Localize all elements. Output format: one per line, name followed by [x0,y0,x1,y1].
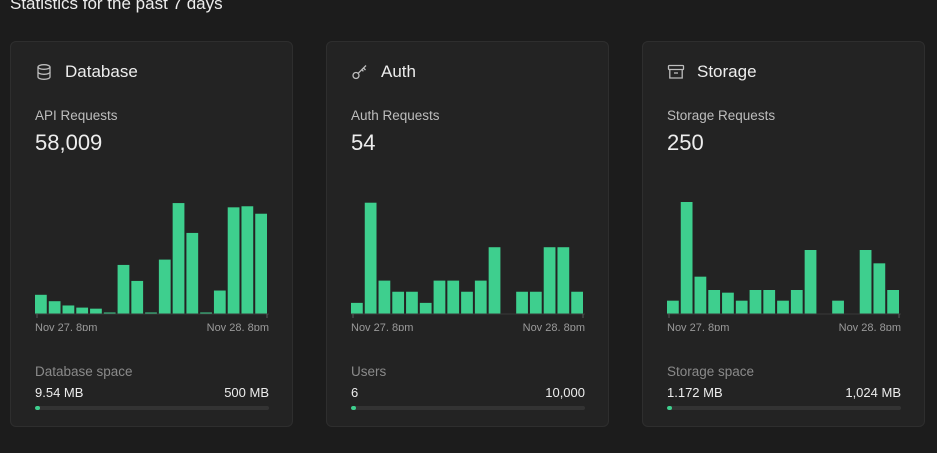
metric-label: Storage Requests [667,108,776,123]
chart-bar[interactable] [461,291,473,314]
usage-values: 9.54 MB 500 MB [35,385,269,400]
auth-card[interactable]: Auth Auth Requests 54 Nov 27, 8pm Nov 28… [326,41,609,427]
chart-bar[interactable] [158,259,171,314]
chart-bar[interactable] [241,206,254,314]
metric-value: 54 [351,130,376,155]
chart-bar[interactable] [694,276,707,314]
chart-bar[interactable] [722,292,734,314]
usage-progress-fill [351,406,356,410]
chart-bar[interactable] [186,232,199,314]
metric-label: Auth Requests [351,108,440,123]
usage-limit: 10,000 [545,385,585,400]
chart-bar[interactable] [392,291,405,314]
usage-used: 9.54 MB [35,385,84,400]
chart-bar[interactable] [227,207,240,314]
usage-progress-bar [351,406,585,410]
chart-bar[interactable] [667,300,679,314]
chart-bar[interactable] [62,305,75,314]
chart-bar[interactable] [200,312,212,315]
chart-bar[interactable] [749,290,762,314]
usage-progress-bar [35,406,269,410]
usage-values: 1.172 MB 1,024 MB [667,385,901,400]
chart-bar[interactable] [474,280,487,314]
chart-bar[interactable] [777,300,789,314]
usage-progress-fill [35,406,40,410]
card-header: Database [35,62,138,82]
usage-label: Storage space [667,364,755,379]
chart-bar[interactable] [76,307,89,314]
chart-bar[interactable] [543,247,556,314]
chart-bar[interactable] [378,280,391,314]
card-header: Storage [667,62,757,82]
chart-bar[interactable] [859,250,872,314]
card-header: Auth [351,62,416,82]
usage-used: 1.172 MB [667,385,723,400]
database-icon [35,63,53,81]
card-title: Database [65,62,138,81]
storage-card[interactable]: Storage Storage Requests 250 Nov 27, 8pm… [642,41,925,427]
chart-bar[interactable] [873,263,886,314]
requests-chart[interactable]: Nov 27, 8pm Nov 28, 8pm [667,185,903,331]
x-tick-label-end: Nov 28, 8pm [839,322,901,331]
section-title: Statistics for the past 7 days [10,0,223,13]
chart-bar[interactable] [213,290,226,314]
key-icon [351,63,369,81]
usage-values: 6 10,000 [351,385,585,400]
card-title: Storage [697,62,757,81]
chart-bar[interactable] [48,301,61,314]
usage-limit: 500 MB [224,385,269,400]
metric-value: 250 [667,130,704,155]
chart-bar[interactable] [131,280,144,314]
chart-bar[interactable] [145,312,157,315]
x-tick-label-start: Nov 27, 8pm [351,322,413,331]
chart-bar[interactable] [351,302,363,314]
chart-bar[interactable] [735,300,748,314]
x-tick-label-end: Nov 28, 8pm [523,322,585,331]
usage-label: Users [351,364,387,379]
usage-label: Database space [35,364,133,379]
chart-bar[interactable] [172,203,185,314]
chart-bar[interactable] [35,294,47,314]
archive-icon [667,63,685,81]
usage-progress-bar [667,406,901,410]
chart-bar[interactable] [680,202,693,314]
chart-bar[interactable] [790,290,803,314]
usage-used: 6 [351,385,359,400]
usage-progress-fill [667,406,672,410]
chart-bar[interactable] [557,247,570,314]
chart-bar[interactable] [763,290,776,314]
chart-bar[interactable] [529,291,542,314]
chart-bar[interactable] [90,308,102,314]
metric-label: API Requests [35,108,118,123]
chart-bar[interactable] [887,290,899,314]
chart-bar[interactable] [117,264,130,314]
chart-bar[interactable] [255,213,267,314]
x-tick-label-start: Nov 27, 8pm [667,322,729,331]
chart-bar[interactable] [488,247,501,314]
x-tick-label-start: Nov 27, 8pm [35,322,97,331]
usage-limit: 1,024 MB [845,385,901,400]
chart-bar[interactable] [364,202,377,314]
chart-bar[interactable] [447,280,460,314]
chart-bar[interactable] [571,291,583,314]
requests-chart[interactable]: Nov 27, 8pm Nov 28, 8pm [35,185,271,331]
chart-bar[interactable] [419,302,432,314]
chart-bar[interactable] [433,280,446,314]
chart-bar[interactable] [708,290,721,314]
chart-bar[interactable] [804,250,817,314]
requests-chart[interactable]: Nov 27, 8pm Nov 28, 8pm [351,185,587,331]
chart-bar[interactable] [516,291,528,314]
chart-bar[interactable] [406,291,418,314]
chart-bar[interactable] [832,300,844,314]
x-tick-label-end: Nov 28, 8pm [207,322,269,331]
chart-bar[interactable] [103,312,116,315]
card-title: Auth [381,62,416,81]
metric-value: 58,009 [35,130,103,155]
database-card[interactable]: Database API Requests 58,009 Nov 27, 8pm… [10,41,293,427]
